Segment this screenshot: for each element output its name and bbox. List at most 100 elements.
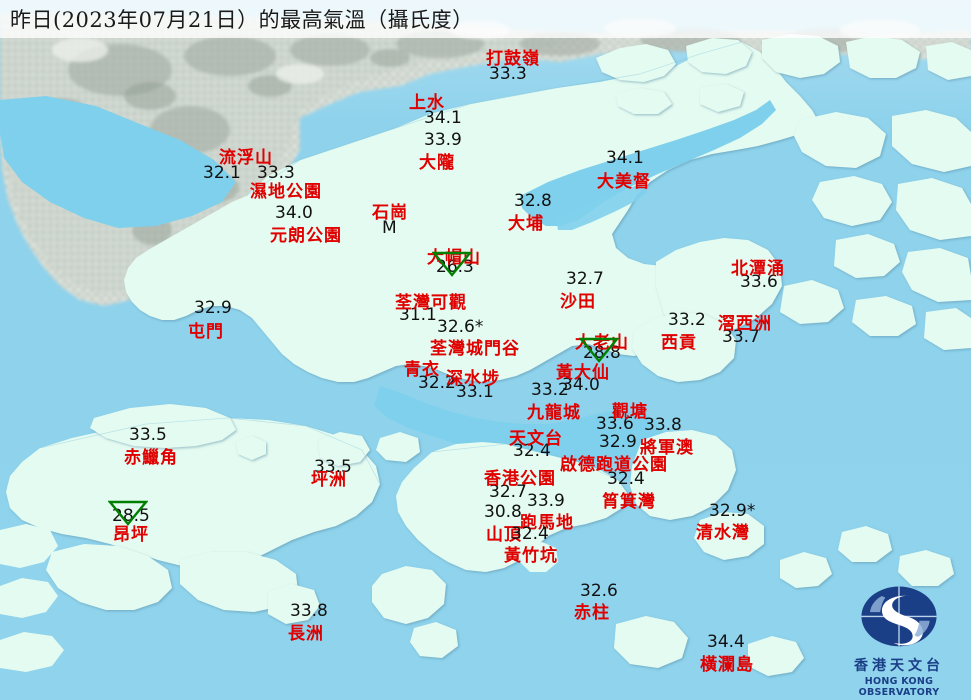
station-value: 33.1: [456, 382, 494, 402]
station-value: 33.8: [290, 601, 328, 621]
northeast-islands: [596, 34, 971, 114]
station-name: 荃灣可觀: [395, 293, 467, 313]
tolo-harbour-water: [520, 100, 776, 226]
chek-lap-kok-airport: [90, 404, 236, 448]
lantau-west-tip: [0, 524, 58, 568]
small-islands-group: [236, 432, 804, 676]
station-value: 33.3: [257, 163, 295, 183]
station-value: 34.0: [562, 375, 600, 395]
peng-chau-island: [318, 432, 370, 466]
station-name: 滘西洲: [718, 314, 772, 334]
station-value: 33.5: [314, 457, 352, 477]
sai-kung-east-islands: [780, 110, 971, 350]
station-name: 山頂: [486, 525, 522, 545]
station-name: 大埔: [508, 214, 544, 234]
station-value: 30.8: [484, 502, 522, 522]
station-value: 32.9: [194, 298, 232, 318]
victoria-harbour-water: [374, 386, 664, 462]
lamma-island: [372, 566, 446, 624]
station-name: 筲箕灣: [602, 492, 656, 512]
station-value: 32.6: [580, 581, 618, 601]
station-value: 33.6: [740, 272, 778, 292]
station-name: 上水: [409, 93, 445, 113]
sai-kung-peninsula: [656, 238, 782, 336]
station-name: 青衣: [404, 360, 440, 380]
station-name: 大隴: [419, 153, 455, 173]
station-value: 34.4: [707, 632, 745, 652]
station-name: 元朗公園: [270, 226, 342, 246]
station-name: 屯門: [188, 322, 224, 342]
station-value: 32.4: [511, 524, 549, 544]
hong-kong-island: [396, 442, 628, 572]
lamma-south: [410, 622, 458, 658]
station-value: 32.9*: [709, 501, 756, 521]
low-temperature-marker: [579, 337, 619, 363]
station-value: 32.7: [566, 269, 604, 289]
siu-mo-to: [236, 436, 266, 460]
station-name: 打鼓嶺: [486, 49, 540, 69]
station-name: 流浮山: [219, 148, 273, 168]
soko-islands: [0, 632, 64, 672]
station-value: 33.7: [722, 327, 760, 347]
new-territories-landmass: [124, 42, 820, 382]
station-value: 34.0: [275, 203, 313, 223]
clear-water-bay-peninsula: [630, 430, 736, 520]
sai-kung-town-area: [632, 312, 736, 382]
station-value: 32.2: [418, 373, 456, 393]
station-value: M: [382, 218, 397, 238]
low-temperature-marker: [432, 251, 472, 277]
station-value: 32.8: [514, 191, 552, 211]
station-name: 坪洲: [311, 470, 347, 490]
station-name: 跑馬地: [520, 513, 574, 533]
station-name: 橫瀾島: [700, 655, 754, 675]
station-name: 天文台: [509, 429, 563, 449]
tolo-channel: [556, 184, 648, 230]
station-value: 33.9: [527, 491, 565, 511]
station-value: 33.5: [129, 425, 167, 445]
station-name: 啟德跑道公園: [560, 455, 668, 475]
hei-ling-chau: [376, 432, 420, 462]
station-value: 33.9: [424, 130, 462, 150]
station-name: 長洲: [288, 624, 324, 644]
station-value: 28.5: [112, 506, 150, 526]
hko-logo-icon: [861, 586, 937, 647]
cheung-chau-island: [268, 584, 320, 624]
po-toi-islands: [614, 616, 688, 668]
station-value: 33.2: [531, 380, 569, 400]
station-name: 大美督: [597, 172, 651, 192]
lantau-southwest-islet: [0, 578, 58, 618]
station-value: 32.9: [599, 432, 637, 452]
station-name: 昂坪: [113, 525, 149, 545]
low-temperature-marker: [108, 500, 148, 526]
station-name: 北潭涌: [731, 259, 785, 279]
station-name: 九龍城: [527, 403, 581, 423]
lantau-island: [6, 418, 380, 568]
page-title: 昨日(2023年07月21日）的最高氣溫（攝氏度）: [10, 8, 474, 32]
deep-bay-water: [0, 96, 236, 228]
station-value: 32.4: [607, 469, 645, 489]
map-title-bar: 昨日(2023年07月21日）的最高氣溫（攝氏度）: [0, 0, 971, 38]
station-value: 31.1: [399, 305, 437, 325]
station-name: 觀塘: [612, 402, 648, 422]
station-name: 深水埗: [446, 369, 500, 389]
hko-logo-chinese: 香港天文台: [854, 658, 944, 674]
lantau-south-coast: [46, 544, 172, 610]
station-value: 34.1: [606, 148, 644, 168]
hko-logo: 香港天文台 HONG KONG OBSERVATORY: [833, 584, 965, 698]
station-name: 清水灣: [696, 523, 750, 543]
station-name: 西貢: [661, 333, 697, 353]
coast-outline: [39, 41, 743, 495]
waglan-island: [748, 636, 804, 676]
clear-water-bay-south: [694, 512, 764, 560]
station-value: 33.6: [596, 414, 634, 434]
station-name: 荃灣城門谷: [430, 339, 520, 359]
station-value: 28.8: [583, 343, 621, 363]
station-value: 32.4: [513, 441, 551, 461]
station-name: 沙田: [560, 292, 596, 312]
station-name: 黃竹坑: [504, 546, 558, 566]
hko-logo-english: HONG KONG OBSERVATORY: [858, 676, 940, 698]
station-value: 34.1: [424, 108, 462, 128]
station-name: 將軍澳: [640, 438, 694, 458]
